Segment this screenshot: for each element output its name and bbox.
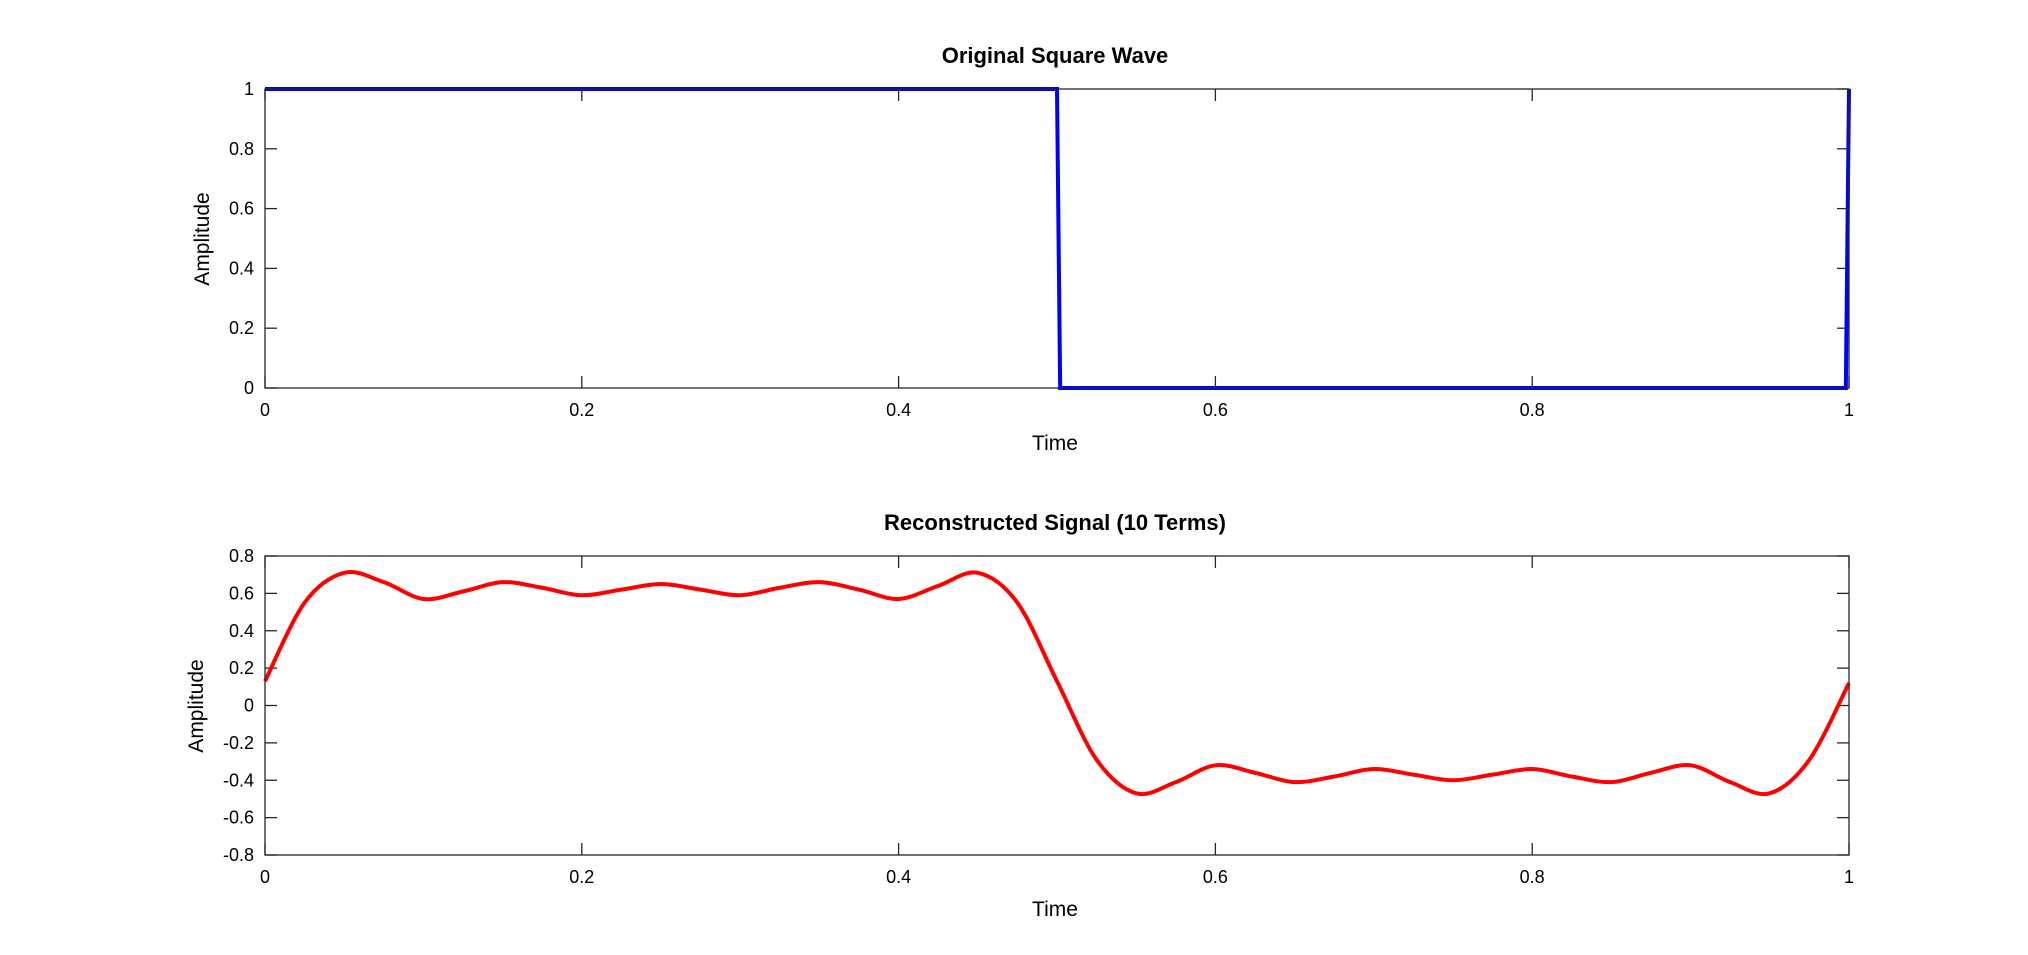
y-tick-label: 0.2 xyxy=(229,318,254,338)
reconstructed-signal-axes: Reconstructed Signal (10 Terms) 0 0.2 0.4 0… xyxy=(185,510,1854,921)
x-axis-label: Time xyxy=(1032,432,1078,455)
y-tick-label: -0.2 xyxy=(223,733,254,753)
plot-frame xyxy=(264,88,1850,389)
x-tick-label: 0.8 xyxy=(1520,400,1545,420)
y-axis-label: Amplitude xyxy=(185,659,208,752)
x-tick-label: 0.4 xyxy=(886,867,911,887)
x-tick-label: 0.2 xyxy=(569,400,594,420)
square-wave-axes: Original Square Wave 0 0.2 0.4 0.6 0.8 1 0 0.2 0… xyxy=(191,43,1854,455)
x-axis-label: Time xyxy=(1032,898,1078,921)
y-tick-label: 0.2 xyxy=(229,658,254,678)
x-tick-label: 1 xyxy=(1844,867,1854,887)
series-line xyxy=(263,570,1851,797)
series-group xyxy=(263,570,1851,797)
y-axis-label: Amplitude xyxy=(191,192,214,285)
x-tick-label: 1 xyxy=(1844,400,1854,420)
y-tick-label: -0.8 xyxy=(223,845,254,865)
y-tick-label: 0 xyxy=(244,378,254,398)
y-tick-label: -0.4 xyxy=(223,770,254,790)
y-tick-label: 0.6 xyxy=(229,583,254,603)
chart-title: Reconstructed Signal (10 Terms) xyxy=(884,510,1226,535)
chart-title: Original Square Wave xyxy=(942,43,1169,68)
y-tick-label: 0.6 xyxy=(229,199,254,219)
y-tick-label: 0.8 xyxy=(229,139,254,159)
x-tick-label: 0.6 xyxy=(1203,867,1228,887)
y-tick-label: 1 xyxy=(244,79,254,99)
y-tick-label: 0 xyxy=(244,696,254,716)
y-tick-label: 0.8 xyxy=(229,546,254,566)
plot-frame xyxy=(264,555,1850,856)
x-tick-label: 0.8 xyxy=(1520,867,1545,887)
axis-ticks: 0 0.2 0.4 0.6 0.8 1 -0.8 -0.6 -0.4 -0.2 0 0.2 0.4 0.6… xyxy=(223,546,1854,887)
x-tick-label: 0.2 xyxy=(569,867,594,887)
y-tick-label: 0.4 xyxy=(229,621,254,641)
x-tick-label: 0 xyxy=(260,867,270,887)
x-tick-label: 0 xyxy=(260,400,270,420)
x-tick-label: 0.4 xyxy=(886,400,911,420)
y-tick-label: 0.4 xyxy=(229,258,254,278)
y-tick-label: -0.6 xyxy=(223,808,254,828)
x-tick-label: 0.6 xyxy=(1203,400,1228,420)
